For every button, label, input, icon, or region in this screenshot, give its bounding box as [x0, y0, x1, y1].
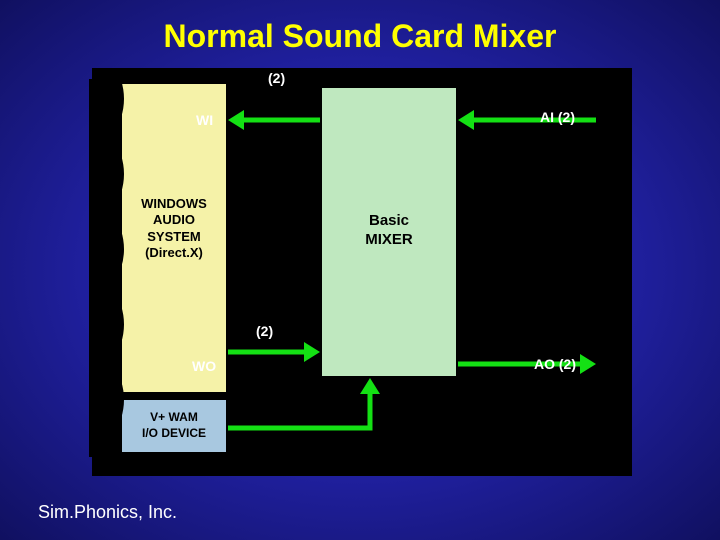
wo-label: WO	[192, 358, 216, 374]
wi-label: WI	[196, 112, 213, 128]
top-2-label: (2)	[268, 70, 285, 86]
footer-company: Sim.Phonics, Inc.	[38, 502, 177, 523]
slide: Normal Sound Card Mixer WINDOWS AUDIO SY…	[0, 0, 720, 540]
mid-2-label: (2)	[256, 323, 273, 339]
ao-2-label: AO (2)	[534, 356, 576, 372]
ai-2-label: AI (2)	[540, 109, 575, 125]
arrows-layer	[0, 0, 720, 540]
